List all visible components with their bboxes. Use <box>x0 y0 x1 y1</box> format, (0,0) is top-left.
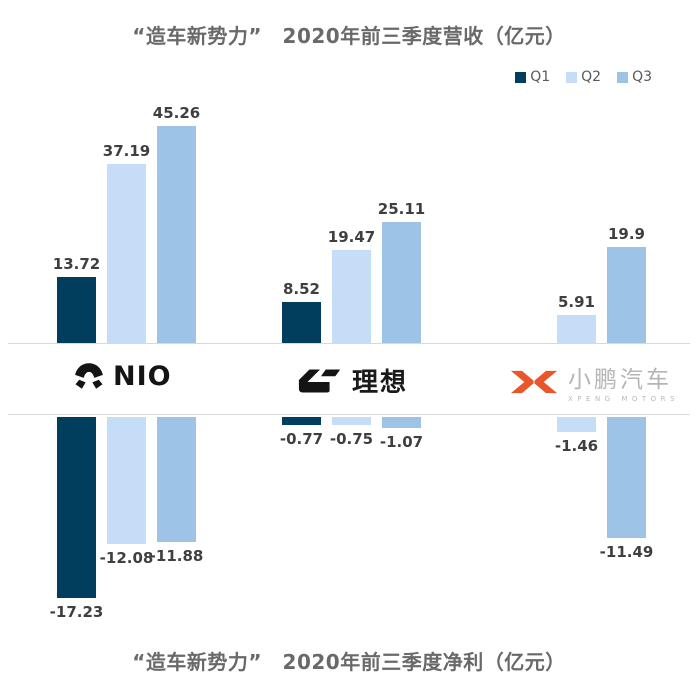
xpeng-emblem-icon <box>510 370 558 393</box>
li-auto-emblem-icon <box>298 369 341 392</box>
value-label-q2-理想: -0.75 <box>329 430 374 448</box>
value-label-q3-小鹏汽车: -11.49 <box>599 543 654 561</box>
legend-swatch-icon <box>515 71 527 83</box>
bar-q2-NIO <box>107 417 146 544</box>
value-label-q1-理想: 8.52 <box>282 280 320 298</box>
value-label-q3-理想: 25.11 <box>377 200 426 218</box>
legend-label: Q2 <box>581 69 602 85</box>
bar-q2-理想 <box>332 417 371 425</box>
nio-logo: NIO <box>74 360 172 392</box>
value-label-q3-小鹏汽车: 19.9 <box>607 225 645 243</box>
value-label-q3-理想: -1.07 <box>379 433 424 451</box>
bar-q3-理想 <box>382 222 421 343</box>
value-label-q2-小鹏汽车: -1.46 <box>554 437 599 455</box>
profit-chart-title: “造车新势力” 2020年前三季度净利（亿元） <box>132 650 566 674</box>
bar-q2-小鹏汽车 <box>557 315 596 343</box>
value-label-q2-NIO: -12.08 <box>99 549 154 567</box>
bar-q3-理想 <box>382 417 421 428</box>
legend: Q1 Q2 Q3 <box>515 69 652 85</box>
bar-q3-小鹏汽车 <box>607 247 646 343</box>
value-label-q2-理想: 19.47 <box>327 228 376 246</box>
xpeng-logo-subtext: XPENG MOTORS <box>568 395 679 403</box>
nio-emblem-icon <box>75 363 103 389</box>
value-label-q2-小鹏汽车: 5.91 <box>557 293 595 311</box>
revenue-chart-title: “造车新势力” 2020年前三季度营收（亿元） <box>132 24 566 48</box>
bar-q1-NIO <box>57 417 96 598</box>
xpeng-logo-text: 小鹏汽车 <box>568 367 672 393</box>
value-label-q1-NIO: 13.72 <box>52 255 101 273</box>
xpeng-logo: 小鹏汽车 XPENG MOTORS <box>510 360 679 403</box>
bar-q2-小鹏汽车 <box>557 417 596 432</box>
bar-q1-NIO <box>57 277 96 343</box>
li-auto-logo: 理想 <box>297 362 408 399</box>
value-label-q1-NIO: -17.23 <box>49 603 104 621</box>
legend-swatch-icon <box>566 71 578 83</box>
bar-q2-NIO <box>107 164 146 343</box>
nio-logo-text: NIO <box>113 360 172 392</box>
li-auto-logo-text: 理想 <box>352 368 409 398</box>
bar-q3-NIO <box>157 126 196 343</box>
value-label-q3-NIO: -11.88 <box>149 547 204 565</box>
legend-label: Q3 <box>632 69 652 85</box>
divider-line-bottom <box>8 414 690 415</box>
bar-q1-理想 <box>282 417 321 425</box>
bar-q3-NIO <box>157 417 196 542</box>
value-label-q1-理想: -0.77 <box>279 430 324 448</box>
value-label-q2-NIO: 37.19 <box>102 142 151 160</box>
value-label-q3-NIO: 45.26 <box>152 104 201 122</box>
legend-item-q1: Q1 <box>515 69 550 85</box>
legend-label: Q1 <box>530 69 551 85</box>
bar-q1-理想 <box>282 302 321 343</box>
bar-q3-小鹏汽车 <box>607 417 646 538</box>
legend-item-q2: Q2 <box>566 69 601 85</box>
bar-q2-理想 <box>332 250 371 343</box>
legend-swatch-icon <box>617 71 629 83</box>
divider-line-top <box>8 343 690 344</box>
legend-item-q3: Q3 <box>617 69 652 85</box>
